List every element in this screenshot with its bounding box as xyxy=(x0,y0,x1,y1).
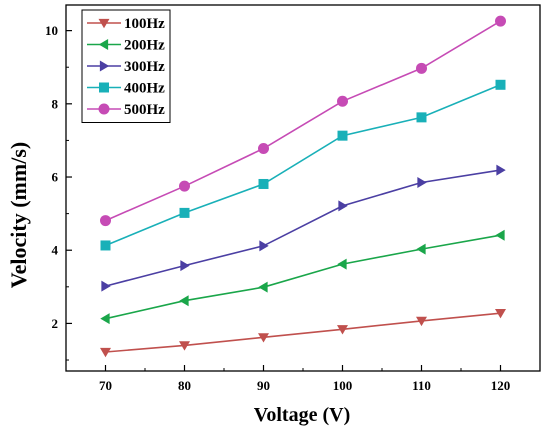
legend-item: 200Hz xyxy=(87,38,165,54)
data-point xyxy=(101,280,111,292)
x-tick-label: 80 xyxy=(178,378,191,393)
series-400Hz xyxy=(100,79,506,251)
data-point xyxy=(179,180,190,192)
data-point xyxy=(179,295,189,307)
data-point xyxy=(416,62,427,74)
series-100Hz xyxy=(100,309,506,358)
series-200Hz xyxy=(100,229,505,325)
data-point xyxy=(100,347,111,358)
data-point xyxy=(495,309,506,319)
legend-item: 400Hz xyxy=(87,81,165,97)
data-point xyxy=(258,333,269,343)
data-point xyxy=(496,164,506,176)
data-point xyxy=(416,316,427,327)
legend-marker xyxy=(99,82,109,93)
legend-marker xyxy=(98,103,110,115)
data-point xyxy=(338,200,348,212)
data-point xyxy=(495,15,506,27)
legend-marker xyxy=(98,39,109,50)
series-line xyxy=(105,84,501,247)
x-tick-label: 110 xyxy=(412,378,431,393)
data-point xyxy=(417,177,427,189)
data-point xyxy=(259,240,269,252)
series-300Hz xyxy=(101,164,506,292)
data-point xyxy=(100,215,111,227)
legend-label: 400Hz xyxy=(124,81,165,97)
y-tick-label: 8 xyxy=(52,96,59,111)
data-point xyxy=(179,341,190,351)
x-tick-label: 70 xyxy=(99,378,112,393)
data-point xyxy=(180,260,190,272)
legend-label: 300Hz xyxy=(124,59,165,75)
x-tick-label: 90 xyxy=(257,378,270,393)
y-tick-label: 6 xyxy=(52,170,59,185)
y-tick-label: 10 xyxy=(45,23,58,38)
data-point xyxy=(258,281,268,293)
data-point xyxy=(337,95,348,107)
x-axis-title: Voltage (V) xyxy=(254,404,350,426)
legend-item: 300Hz xyxy=(87,59,165,75)
series-line xyxy=(105,169,501,287)
legend-label: 100Hz xyxy=(124,16,165,32)
series-line xyxy=(105,20,501,222)
y-tick-label: 2 xyxy=(52,316,59,331)
x-tick-label: 120 xyxy=(491,378,511,393)
data-point xyxy=(337,258,347,270)
data-point xyxy=(100,313,110,325)
data-point xyxy=(258,178,269,189)
x-tick-label: 100 xyxy=(333,378,353,393)
series-line xyxy=(105,234,501,320)
y-axis-title: Velocity (mm/s) xyxy=(6,142,31,288)
legend-item: 500Hz xyxy=(87,102,165,118)
data-point xyxy=(416,112,427,123)
data-point xyxy=(416,243,426,255)
data-point xyxy=(495,79,506,90)
data-point xyxy=(337,130,348,141)
series-line xyxy=(105,312,501,353)
legend-item: 100Hz xyxy=(87,16,165,32)
legend-label: 200Hz xyxy=(124,38,165,54)
data-point xyxy=(258,142,269,154)
data-point xyxy=(100,240,111,251)
legend-marker xyxy=(99,60,110,72)
legend: 100Hz 200Hz 300Hz 400Hz 500Hz xyxy=(81,9,171,123)
legend-marker xyxy=(98,18,110,29)
data-point xyxy=(337,325,348,335)
data-point xyxy=(179,207,190,218)
legend-label: 500Hz xyxy=(124,102,165,118)
series-500Hz xyxy=(100,15,506,227)
y-tick-label: 4 xyxy=(52,243,59,258)
data-point xyxy=(495,229,505,241)
